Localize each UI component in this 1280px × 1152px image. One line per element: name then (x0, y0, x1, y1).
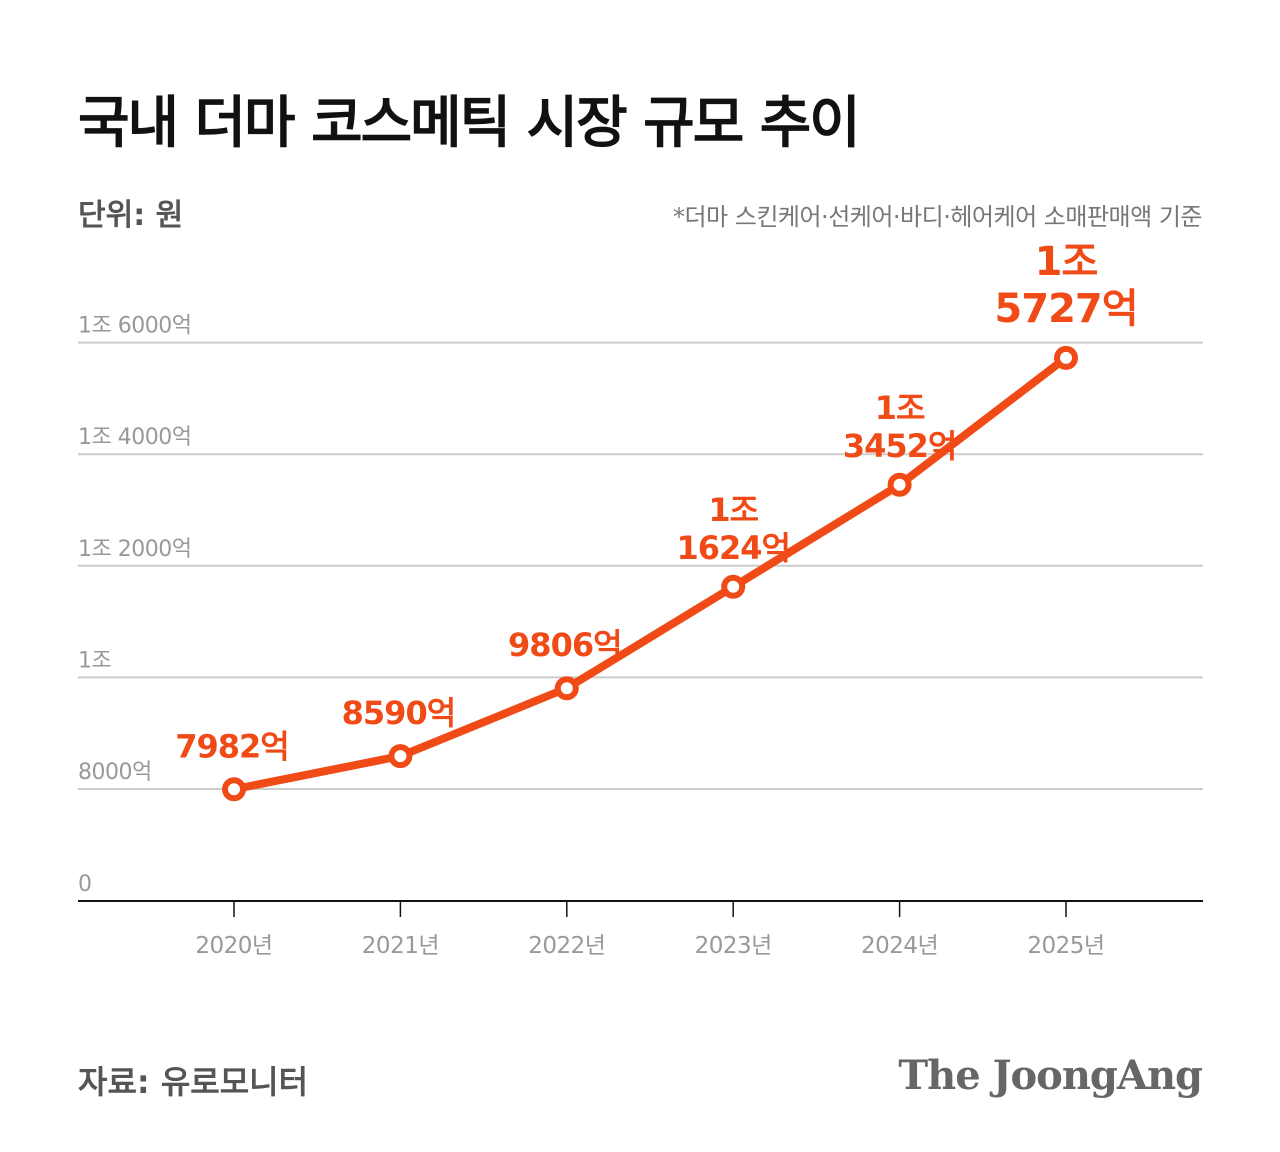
data-point (887, 472, 912, 497)
x-tick-label: 2021년 (362, 933, 439, 959)
x-tick-label: 2020년 (195, 933, 272, 959)
x-tick-labels: 2020년 2021년 2022년 2023년 2024년 2025년 (195, 933, 1105, 959)
data-label: 5727억 (994, 286, 1137, 332)
source-credit: 자료: 유로모니터 (78, 1063, 309, 1101)
data-label: 1조 (708, 491, 758, 529)
gridlines (78, 341, 1203, 790)
x-tick-label: 2025년 (1027, 933, 1104, 959)
y-tick-label: 1조 6000억 (78, 314, 191, 339)
basis-note: *더마 스킨케어·선케어·바디·헤어케어 소매판매액 기준 (672, 203, 1203, 231)
series-line (230, 353, 1070, 794)
x-tick-label: 2023년 (695, 933, 772, 959)
brand-logo: The JoongAng (898, 1052, 1203, 1099)
x-tick-label: 2024년 (861, 933, 938, 959)
data-label: 1조 (1035, 239, 1098, 285)
data-point (721, 574, 746, 599)
y-tick-label: 0 (78, 872, 92, 897)
data-label: 7982억 (175, 727, 289, 765)
y-tick-label: 1조 4000억 (78, 425, 191, 450)
chart-title: 국내 더마 코스메틱 시장 규모 추이 (78, 91, 861, 156)
y-tick-label: 8000억 (78, 760, 152, 785)
data-point (222, 777, 246, 802)
data-points (222, 345, 1078, 802)
x-axis (78, 900, 1203, 917)
y-tick-label: 1조 2000억 (78, 537, 191, 562)
data-point (1054, 345, 1078, 370)
data-label: 9806억 (508, 626, 622, 664)
data-label: 3452억 (843, 427, 957, 465)
data-point (388, 744, 413, 769)
data-label: 1조 (875, 389, 925, 427)
data-label: 8590억 (342, 694, 456, 732)
y-tick-labels: 0 8000억 1조 1조 2000억 1조 4000억 1조 6000억 (78, 314, 192, 897)
x-tick-label: 2022년 (528, 933, 605, 959)
unit-label: 단위: 원 (78, 198, 184, 233)
series-line-path (230, 353, 1070, 794)
data-point (554, 676, 579, 701)
data-label: 1624억 (676, 529, 790, 567)
y-tick-label: 1조 (78, 648, 111, 673)
